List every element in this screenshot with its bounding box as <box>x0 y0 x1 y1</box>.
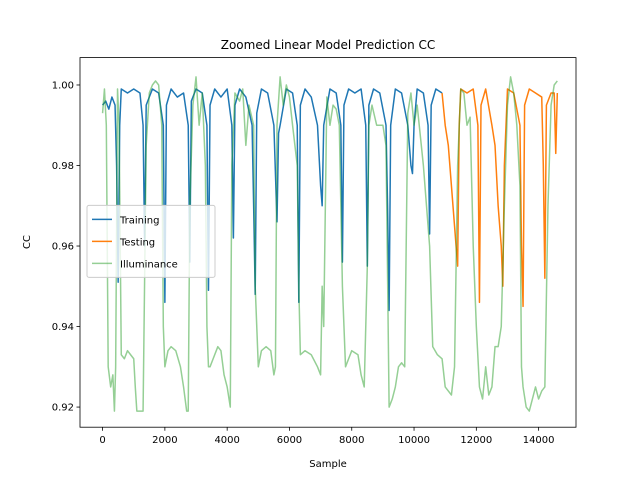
x-tick-label: 14000 <box>523 435 555 446</box>
x-tick-label: 2000 <box>152 435 177 446</box>
legend-box <box>86 204 216 278</box>
y-axis-label: CC <box>22 235 33 249</box>
plot-frame <box>79 57 577 428</box>
x-axis-label: Sample <box>309 459 347 470</box>
x-tick-label: 8000 <box>339 435 364 446</box>
x-tick-label: 12000 <box>460 435 492 446</box>
x-tick-label: 4000 <box>214 435 239 446</box>
y-tick-label: 0.94 <box>52 322 74 333</box>
series-line <box>441 88 559 308</box>
chart-title: Zoomed Linear Model Prediction CC <box>221 38 436 52</box>
legend-label: Training <box>119 215 159 226</box>
y-tick-label: 0.98 <box>52 161 74 172</box>
y-tick-label: 0.96 <box>52 242 74 253</box>
x-tick-label: 10000 <box>398 435 430 446</box>
legend-label: Testing <box>119 237 155 248</box>
x-tick-label: 0 <box>99 435 105 446</box>
y-tick-label: 1.00 <box>52 80 74 91</box>
legend-label: Illuminance <box>120 259 178 270</box>
series-line <box>101 88 443 312</box>
x-tick-label: 6000 <box>277 435 302 446</box>
y-tick-label: 0.92 <box>52 403 74 414</box>
